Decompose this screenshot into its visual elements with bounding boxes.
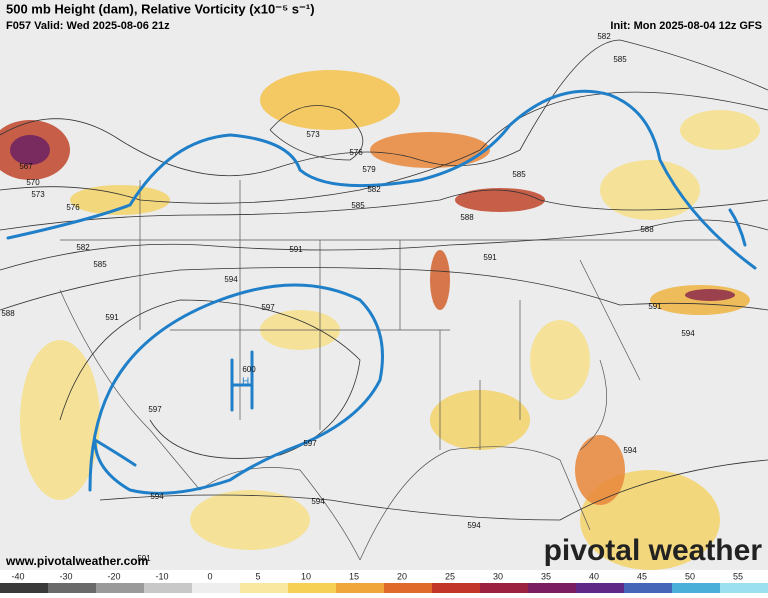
vorticity-blob [190, 490, 310, 550]
contour-label: 585 [93, 260, 107, 269]
contour-label: 591 [105, 313, 119, 322]
borders [59, 180, 720, 561]
contour-label: 591 [648, 302, 662, 311]
vorticity-blob [575, 435, 625, 505]
contour-label: 594 [467, 521, 481, 530]
vorticity-blob [260, 70, 400, 130]
vorticity-blob [430, 250, 450, 310]
contour-label: 597 [303, 439, 317, 448]
colorbar-swatch [48, 583, 96, 593]
state-lines [60, 180, 720, 450]
colorbar-swatch [96, 583, 144, 593]
colorbar-swatch [528, 583, 576, 593]
colorbar-swatch [720, 583, 768, 593]
vorticity-blob [600, 160, 700, 220]
contour-label: 585 [351, 201, 365, 210]
colorbar: -40 -30 -20 -10 0 5 10 15 20 25 30 35 40 45 50 55 [0, 571, 768, 593]
colorbar-tick-label: 5 [255, 571, 260, 581]
contour-label: 597 [261, 303, 275, 312]
colorbar-swatch [432, 583, 480, 593]
colorbar-tick-label: 25 [445, 571, 455, 581]
contour-label: 576 [349, 148, 363, 157]
colorbar-swatch [480, 583, 528, 593]
contour-label: 579 [362, 165, 376, 174]
colorbar-swatch [576, 583, 624, 593]
colorbar-swatch [0, 583, 48, 593]
contour-label: 576 [66, 203, 80, 212]
contour-label: 594 [150, 492, 164, 501]
colorbar-swatch [240, 583, 288, 593]
vorticity-blob [455, 188, 545, 212]
high-annotation: H [242, 377, 249, 388]
vorticity-field [0, 70, 760, 570]
contour-label: 597 [148, 405, 162, 414]
colorbar-tick-label: 45 [637, 571, 647, 581]
contour-label: 582 [76, 243, 90, 252]
height-contours [0, 39, 768, 521]
contour-label: 585 [613, 55, 627, 64]
colorbar-tick-label: 0 [207, 571, 212, 581]
colorbar-tick-label: -30 [59, 571, 72, 581]
contour-label: 567 [19, 162, 33, 171]
colorbar-tick-label: 15 [349, 571, 359, 581]
contour-label: 588 [1, 309, 15, 318]
colorbar-swatch [144, 583, 192, 593]
colorbar-swatch [192, 583, 240, 593]
contour-label: 594 [311, 497, 325, 506]
vorticity-blob [530, 320, 590, 400]
colorbar-swatch [672, 583, 720, 593]
coastlines [59, 289, 607, 561]
vorticity-blob [685, 289, 735, 301]
contour-label: 585 [512, 170, 526, 179]
site-url: www.pivotalweather.com [5, 554, 148, 568]
contour-label: 594 [224, 275, 238, 284]
title: 500 mb Height (dam), Relative Vorticity … [6, 1, 315, 16]
colorbar-tick-label: -40 [11, 571, 24, 581]
contour-label: 582 [367, 185, 381, 194]
colorbar-tick-label: 10 [301, 571, 311, 581]
contour-label: 588 [460, 213, 474, 222]
contour-label: 600 [242, 365, 256, 374]
colorbar-swatch [384, 583, 432, 593]
contour-label: 570 [26, 178, 40, 187]
contour-labels: 5825855735765795825855885855885915915945… [1, 32, 695, 563]
colorbar-tick-label: 20 [397, 571, 407, 581]
init-time: Init: Mon 2025-08-04 12z GFS [610, 20, 762, 32]
contour-label: 588 [640, 225, 654, 234]
colorbar-tick-label: 40 [589, 571, 599, 581]
colorbar-tick-label: -20 [107, 571, 120, 581]
colorbar-tick-label: -10 [155, 571, 168, 581]
analysis-lines [6, 89, 757, 495]
colorbar-swatch [288, 583, 336, 593]
contour-label: 594 [623, 446, 637, 455]
contour-label: 591 [483, 253, 497, 262]
valid-time: F057 Valid: Wed 2025-08-06 21z [6, 20, 170, 32]
contour-label: 573 [306, 130, 320, 139]
contour-label: 591 [137, 554, 151, 563]
vorticity-blob [70, 185, 170, 215]
vorticity-blob [680, 110, 760, 150]
colorbar-tick-label: 35 [541, 571, 551, 581]
colorbar-tick-label: 55 [733, 571, 743, 581]
contour-label: 582 [597, 32, 611, 41]
contour-label: 594 [681, 329, 695, 338]
contour-label: 573 [31, 190, 45, 199]
colorbar-tick-label: 50 [685, 571, 695, 581]
colorbar-swatch [336, 583, 384, 593]
watermark: pivotal weather [544, 534, 763, 567]
colorbar-swatch [624, 583, 672, 593]
colorbar-tick-label: 30 [493, 571, 503, 581]
contour-label: 591 [289, 245, 303, 254]
vorticity-blob [10, 135, 50, 165]
